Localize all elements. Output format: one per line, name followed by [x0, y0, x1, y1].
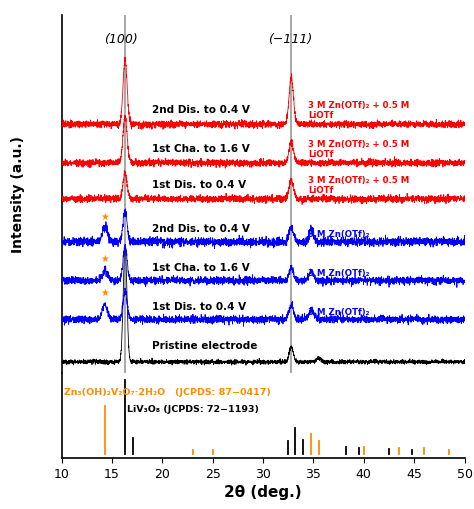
Text: 3 M Zn(OTf)₂ + 0.5 M
LiOTf: 3 M Zn(OTf)₂ + 0.5 M LiOTf: [309, 176, 410, 195]
Text: 3 M Zn(OTf)₂: 3 M Zn(OTf)₂: [309, 269, 370, 278]
Text: 1st Dis. to 0.4 V: 1st Dis. to 0.4 V: [152, 180, 246, 190]
Text: (100): (100): [104, 34, 137, 46]
Text: 1st Cha. to 1.6 V: 1st Cha. to 1.6 V: [152, 263, 250, 273]
Text: 3 M Zn(OTf)₂ + 0.5 M
LiOTf: 3 M Zn(OTf)₂ + 0.5 M LiOTf: [309, 139, 410, 159]
Text: 3 M Zn(OTf)₂ + 0.5 M
LiOTf: 3 M Zn(OTf)₂ + 0.5 M LiOTf: [309, 101, 410, 120]
Text: (−111): (−111): [268, 34, 312, 46]
Text: LiV₃O₈ (JCPDS: 72−1193): LiV₃O₈ (JCPDS: 72−1193): [127, 405, 259, 414]
Text: 1st Dis. to 0.4 V: 1st Dis. to 0.4 V: [152, 302, 246, 312]
Text: 1st Cha. to 1.6 V: 1st Cha. to 1.6 V: [152, 144, 250, 154]
X-axis label: 2θ (deg.): 2θ (deg.): [224, 485, 302, 500]
Text: ★: ★: [100, 212, 109, 222]
Y-axis label: Intensity (a.u.): Intensity (a.u.): [11, 135, 26, 252]
Text: 2nd Dis. to 0.4 V: 2nd Dis. to 0.4 V: [152, 224, 250, 234]
Text: 3 M Zn(OTf)₂: 3 M Zn(OTf)₂: [309, 231, 370, 239]
Text: Pristine electrode: Pristine electrode: [152, 341, 258, 351]
Text: 3 M Zn(OTf)₂: 3 M Zn(OTf)₂: [309, 308, 370, 317]
Text: ★: ★: [100, 289, 109, 298]
Text: ★: ★: [100, 254, 109, 264]
Text: 2nd Dis. to 0.4 V: 2nd Dis. to 0.4 V: [152, 105, 250, 115]
Text: Zn₃(OH)₂V₂O₇·2H₂O   (JCPDS: 87−0417): Zn₃(OH)₂V₂O₇·2H₂O (JCPDS: 87−0417): [64, 388, 271, 397]
